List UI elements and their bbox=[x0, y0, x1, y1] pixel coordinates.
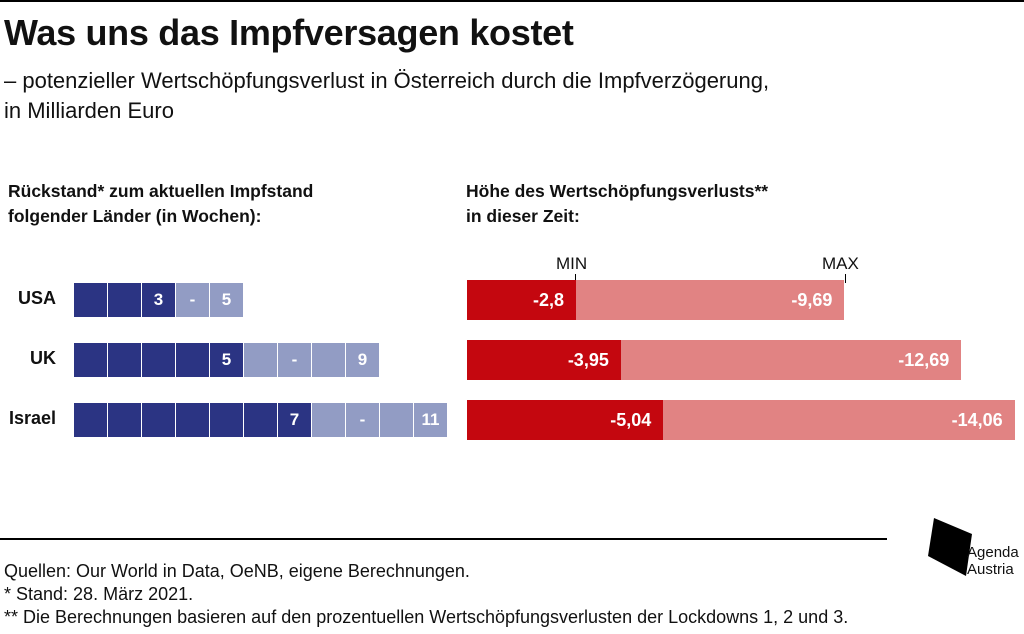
footer-rule bbox=[0, 538, 887, 540]
left-heading-line2: folgender Länder (in Wochen): bbox=[8, 206, 262, 226]
country-label: Israel bbox=[8, 408, 56, 428]
min-label: MIN bbox=[556, 254, 588, 273]
week-cell bbox=[108, 283, 141, 317]
logo-text-line2: Austria bbox=[967, 561, 1014, 578]
week-cell bbox=[210, 403, 243, 437]
right-heading-line2: in dieser Zeit: bbox=[466, 206, 580, 226]
footer-note-1: * Stand: 28. März 2021. bbox=[4, 584, 194, 604]
top-rule bbox=[0, 0, 1024, 2]
week-cell bbox=[244, 403, 277, 437]
right-heading-line1: Höhe des Wertschöpfungsverlusts** bbox=[466, 181, 769, 201]
week-cell: 5 bbox=[210, 343, 243, 377]
week-cell: 7 bbox=[278, 403, 311, 437]
footer-sources: Quellen: Our World in Data, OeNB, eigene… bbox=[4, 561, 470, 581]
loss-bar-min: -2,8 bbox=[467, 280, 577, 320]
chart-subtitle-line1: – potenzieller Wertschöpfungsverlust in … bbox=[4, 68, 770, 93]
left-heading-line1: Rückstand* zum aktuellen Impfstand bbox=[8, 181, 314, 201]
logo-text-line1: Agenda bbox=[967, 544, 1019, 561]
week-cell bbox=[142, 343, 175, 377]
max-label: MAX bbox=[822, 254, 859, 273]
week-cell: 5 bbox=[210, 283, 243, 317]
week-cell bbox=[244, 343, 277, 377]
week-cell: - bbox=[176, 283, 209, 317]
week-cell bbox=[74, 403, 107, 437]
week-cell bbox=[312, 343, 345, 377]
week-cell: 11 bbox=[414, 403, 447, 437]
week-cell: - bbox=[278, 343, 311, 377]
week-cell: 3 bbox=[142, 283, 175, 317]
country-label: UK bbox=[30, 348, 56, 368]
country-label: USA bbox=[17, 288, 56, 308]
min-tick bbox=[575, 274, 576, 283]
week-cell bbox=[312, 403, 345, 437]
week-cell bbox=[380, 403, 413, 437]
chart-title: Was uns das Impfversagen kostet bbox=[4, 12, 574, 53]
week-cell: - bbox=[346, 403, 379, 437]
max-tick bbox=[845, 274, 846, 283]
week-cell bbox=[74, 343, 107, 377]
week-cell: 9 bbox=[346, 343, 379, 377]
week-cell bbox=[176, 403, 209, 437]
chart-subtitle-line2: in Milliarden Euro bbox=[4, 98, 174, 123]
footer-note-2: ** Die Berechnungen basieren auf den pro… bbox=[4, 607, 849, 627]
week-cell bbox=[176, 343, 209, 377]
week-cell bbox=[108, 343, 141, 377]
agenda-austria-logo-icon bbox=[928, 518, 972, 576]
week-cell bbox=[108, 403, 141, 437]
week-cell bbox=[74, 283, 107, 317]
loss-bar-min: -3,95 bbox=[467, 340, 621, 380]
loss-bar-min: -5,04 bbox=[467, 400, 664, 440]
week-cell bbox=[142, 403, 175, 437]
